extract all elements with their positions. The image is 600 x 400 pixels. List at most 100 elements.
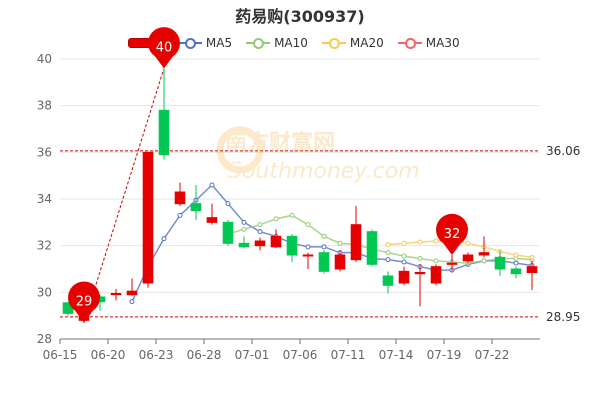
- legend-item-ma30[interactable]: MA30: [397, 36, 460, 50]
- ma5-point: [481, 258, 487, 264]
- chart-legend: K MA5 MA10 MA20 MA30: [128, 35, 474, 51]
- candle-down: [494, 256, 506, 270]
- candle-up: [430, 266, 442, 284]
- candle-up: [414, 272, 426, 275]
- candle-down: [222, 221, 234, 244]
- candle-down: [366, 231, 378, 265]
- candle-up: [350, 224, 362, 261]
- ma5-point: [257, 229, 263, 235]
- candle-up: [206, 217, 218, 223]
- ma5-point: [353, 250, 359, 256]
- x-tick-label: 06-15: [43, 348, 78, 362]
- ma10-point: [257, 222, 263, 228]
- ma10-point: [449, 259, 455, 265]
- ma10-point: [321, 233, 327, 239]
- chart-title: 药易购(300937): [235, 7, 365, 26]
- ma5-point: [401, 259, 407, 265]
- min-max-connector: [83, 68, 165, 323]
- ma5-point: [433, 267, 439, 273]
- ma20-point: [449, 237, 455, 243]
- ma10-point: [481, 258, 487, 264]
- ma5-point: [497, 258, 503, 264]
- ma10-point: [385, 250, 391, 256]
- ma5-point: [513, 260, 519, 266]
- ma20-point: [481, 244, 487, 250]
- candle-up: [142, 151, 154, 284]
- ma5-point: [177, 212, 183, 218]
- y-tick-label: 34: [37, 192, 52, 206]
- candle-up: [254, 240, 266, 247]
- candle-up: [302, 254, 314, 257]
- ma5-line: [131, 183, 533, 302]
- candle-down: [238, 242, 250, 248]
- legend-item-ma20[interactable]: MA20: [321, 36, 384, 50]
- ma20-point: [513, 252, 519, 258]
- y-tick-label: 28: [37, 332, 52, 346]
- ma10-point: [497, 256, 503, 261]
- ma5-point: [465, 261, 471, 267]
- ma20-point: [433, 238, 439, 244]
- ma5-point: [369, 256, 375, 261]
- ma10-point: [401, 253, 407, 259]
- candle-down: [510, 268, 522, 275]
- legend-label-ma5: MA5: [205, 36, 233, 50]
- ma10-point: [353, 242, 359, 247]
- ma5-point: [129, 299, 135, 305]
- x-tick-label: 07-06: [283, 348, 318, 362]
- ma5-point: [161, 236, 167, 242]
- candle-down: [62, 302, 74, 314]
- legend-item-ma5[interactable]: MA5: [177, 36, 233, 50]
- ma5-point: [305, 244, 311, 250]
- candle-up: [398, 270, 410, 284]
- legend-item-k[interactable]: K: [128, 36, 164, 50]
- y-tick-label: 32: [37, 239, 52, 253]
- ma5-point: [385, 257, 391, 263]
- ma10-point: [529, 257, 535, 263]
- marker-label-min: 29: [76, 295, 93, 310]
- ma5-point: [209, 182, 215, 188]
- candle-up: [174, 191, 186, 205]
- watermark-en: Southmoney.com: [228, 159, 420, 184]
- candle-up: [110, 293, 122, 296]
- legend-label-ma30: MA30: [425, 36, 460, 50]
- y-tick-label: 40: [37, 52, 52, 66]
- candle-up: [478, 252, 490, 256]
- candle-up: [78, 310, 90, 321]
- watermark-logo-icon: [216, 126, 264, 174]
- candle-up: [334, 254, 346, 270]
- ma10-point: [465, 260, 471, 266]
- legend-ma5-swatch: [177, 37, 202, 49]
- y-tick-label: 38: [37, 99, 52, 113]
- ma10-point: [433, 258, 439, 264]
- candle-up: [526, 266, 538, 273]
- ma5-point: [193, 197, 199, 203]
- ma5-point: [145, 264, 151, 270]
- legend-label-k: K: [156, 36, 164, 50]
- ma5-point: [273, 233, 279, 239]
- watermark-cn: 南方财富网: [225, 130, 335, 156]
- legend-item-ma10[interactable]: MA10: [246, 36, 308, 50]
- ma20-point: [417, 239, 423, 245]
- marker-pin-point: [436, 213, 468, 255]
- candle-down: [286, 235, 298, 256]
- candle-down: [94, 296, 106, 303]
- ma5-point: [225, 201, 231, 207]
- ma10-point: [513, 256, 519, 261]
- legend-ma30-swatch: [397, 37, 422, 49]
- candle-down: [190, 203, 202, 212]
- candle-up: [270, 235, 282, 248]
- ma10-point: [241, 226, 247, 232]
- ma5-point: [417, 264, 423, 270]
- ma10-point: [273, 216, 279, 222]
- ma5-point: [529, 263, 535, 268]
- ma20-point: [529, 254, 535, 260]
- y-tick-label: 30: [37, 285, 52, 299]
- ma10-point: [225, 231, 231, 237]
- x-tick-label: 07-19: [427, 348, 462, 362]
- reference-line-label: 28.95: [546, 310, 580, 324]
- legend-ma10-swatch: [246, 37, 271, 49]
- ma10-point: [305, 222, 311, 228]
- candle-up: [462, 254, 474, 262]
